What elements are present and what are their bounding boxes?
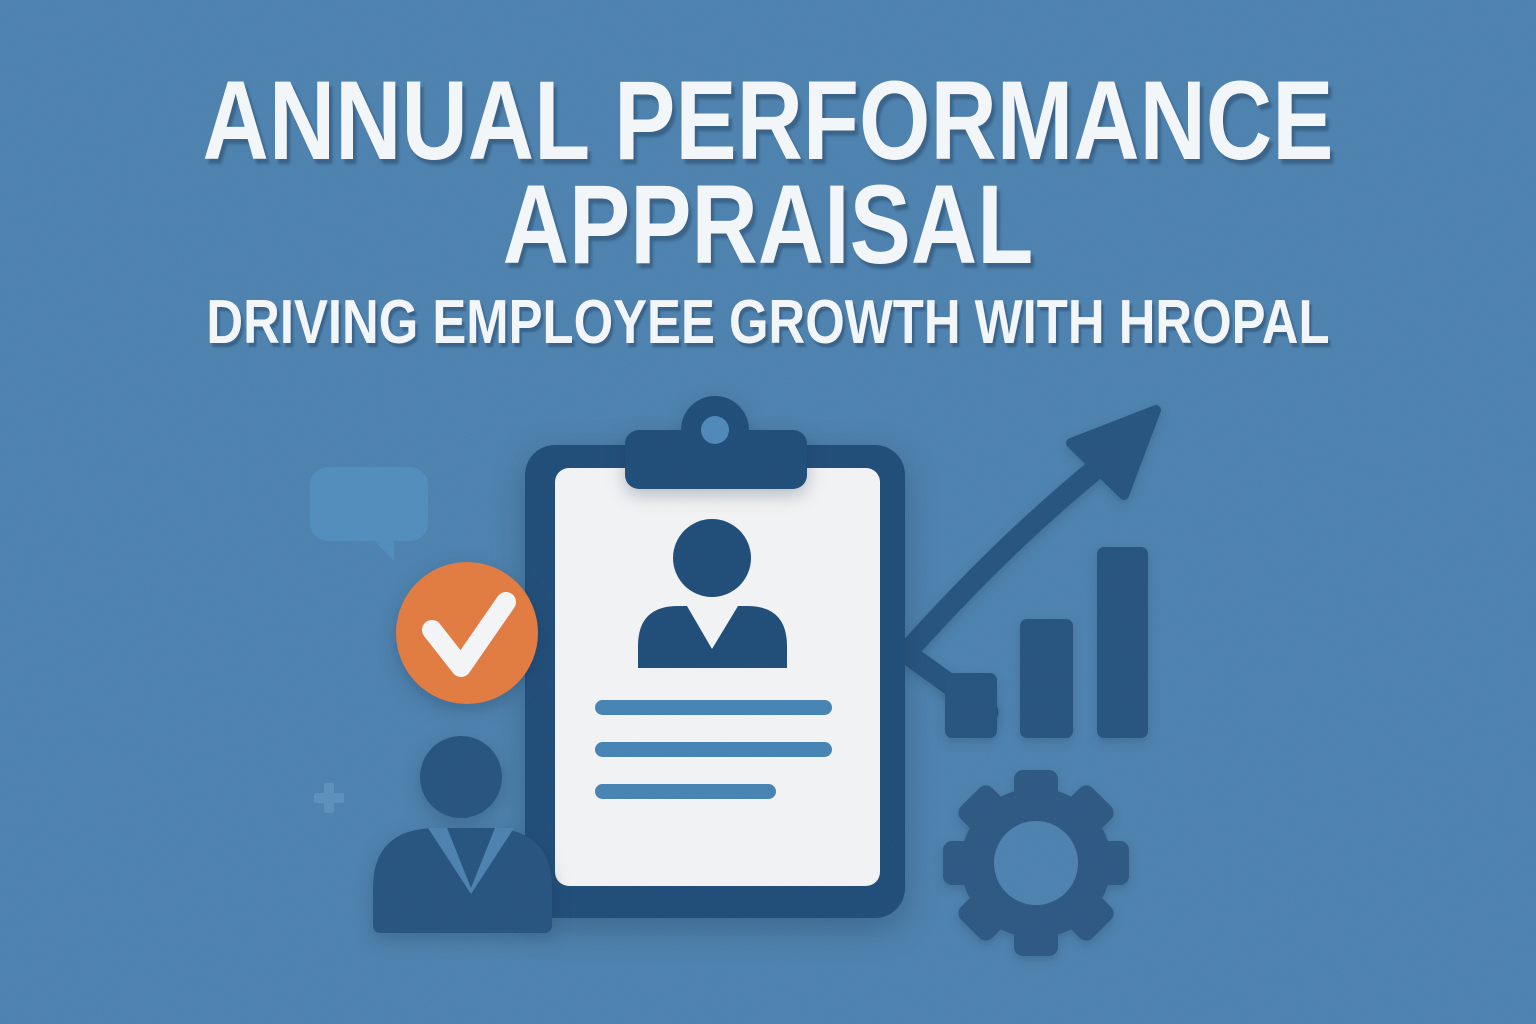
page-subtitle: DRIVING EMPLOYEE GROWTH WITH HROPAL <box>206 288 1330 358</box>
header: ANNUAL PERFORMANCE APPRAISAL DRIVING EMP… <box>138 58 1398 358</box>
page-title: ANNUAL PERFORMANCE APPRAISAL <box>202 58 1334 288</box>
